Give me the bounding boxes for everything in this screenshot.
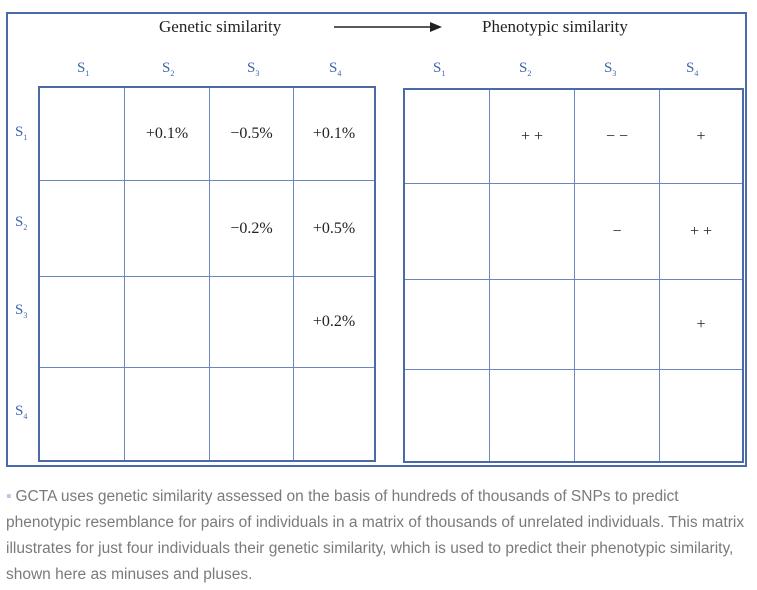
right-arrow-icon: [334, 22, 442, 32]
phenotypic-cell: + +: [660, 184, 742, 280]
genetic-cell: [40, 277, 125, 368]
genetic-cell: [40, 88, 125, 181]
phenotypic-col-label-s1: S1: [433, 60, 446, 78]
phenotypic-cell: [405, 90, 490, 184]
genetic-cell: [294, 368, 374, 460]
phenotypic-cell: [660, 370, 742, 461]
row-label-s3: S3: [15, 302, 28, 320]
genetic-col-label-s4: S4: [329, 60, 342, 78]
genetic-cell: +0.2%: [294, 277, 374, 368]
genetic-cell: [125, 277, 210, 368]
row-label-s2: S2: [15, 214, 28, 232]
row-label-s1: S1: [15, 124, 28, 142]
genetic-cell: [125, 368, 210, 460]
phenotypic-cell: [490, 184, 575, 280]
row-label-s4: S4: [15, 403, 28, 421]
caption-bullet-icon: ▪: [6, 488, 12, 505]
genetic-similarity-heading: Genetic similarity: [159, 17, 282, 36]
genetic-col-label-s1: S1: [77, 60, 90, 78]
genetic-col-label-s2: S2: [162, 60, 175, 78]
genetic-cell: +0.1%: [125, 88, 210, 181]
genetic-cell: −0.5%: [210, 88, 294, 181]
phenotypic-cell: +: [660, 90, 742, 184]
genetic-cell: [125, 181, 210, 277]
phenotypic-similarity-heading: Phenotypic similarity: [482, 17, 628, 36]
phenotypic-cell: [575, 280, 660, 370]
genetic-cell: [210, 368, 294, 460]
figure-caption: ▪ GCTA uses genetic similarity assessed o…: [6, 484, 746, 588]
genetic-cell: [40, 368, 125, 460]
phenotypic-cell: [405, 280, 490, 370]
genetic-cell: −0.2%: [210, 181, 294, 277]
phenotypic-cell: [490, 370, 575, 461]
phenotypic-col-label-s4: S4: [686, 60, 699, 78]
genetic-cell: +0.1%: [294, 88, 374, 181]
genetic-cell: +0.5%: [294, 181, 374, 277]
phenotypic-cell: + +: [490, 90, 575, 184]
phenotypic-col-label-s2: S2: [519, 60, 532, 78]
genetic-col-label-s3: S3: [247, 60, 260, 78]
genetic-cell: [210, 277, 294, 368]
caption-text: GCTA uses genetic similarity assessed on…: [6, 488, 745, 583]
phenotypic-cell: − −: [575, 90, 660, 184]
phenotypic-cell: [405, 370, 490, 461]
phenotypic-similarity-matrix: + + − − + − + + +: [403, 88, 744, 463]
phenotypic-cell: +: [660, 280, 742, 370]
genetic-similarity-matrix: +0.1% −0.5% +0.1% −0.2% +0.5% +0.2%: [38, 86, 376, 462]
figure-frame: [6, 12, 747, 467]
phenotypic-cell: −: [575, 184, 660, 280]
genetic-cell: [40, 181, 125, 277]
phenotypic-col-label-s3: S3: [604, 60, 617, 78]
phenotypic-cell: [405, 184, 490, 280]
phenotypic-cell: [490, 280, 575, 370]
phenotypic-cell: [575, 370, 660, 461]
